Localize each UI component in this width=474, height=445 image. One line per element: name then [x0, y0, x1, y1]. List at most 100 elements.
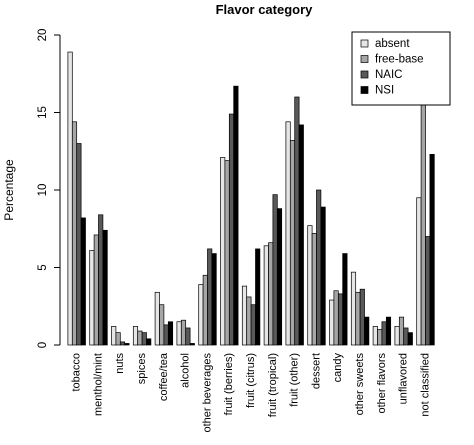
bar	[80, 217, 86, 346]
bar	[398, 316, 405, 346]
y-tick-label: 0	[37, 342, 49, 348]
category-label: alcohol	[180, 353, 192, 388]
bar	[403, 327, 409, 346]
bar	[137, 330, 143, 346]
category-label: other sweets	[354, 353, 366, 416]
bar	[285, 121, 291, 346]
bar	[163, 324, 169, 346]
bar	[272, 194, 278, 346]
bars-group	[67, 51, 435, 346]
bar	[76, 143, 82, 346]
bar	[276, 208, 283, 346]
y-tick-label: 5	[37, 264, 49, 270]
bar	[359, 288, 365, 346]
bar	[289, 140, 296, 346]
bar	[71, 121, 78, 346]
category-labels: tobacco menthol/mint nuts spices coffee/tea a…	[71, 352, 432, 432]
bar	[202, 274, 208, 346]
bar	[111, 326, 117, 346]
chart-title: Flavor category	[216, 2, 314, 17]
bar	[167, 321, 174, 346]
bar	[207, 248, 213, 346]
bar	[89, 250, 95, 346]
bar	[132, 326, 139, 346]
bar	[350, 271, 357, 346]
y-tick-label: 20	[37, 29, 49, 42]
bar	[425, 236, 431, 346]
bar	[385, 316, 392, 346]
bar	[176, 321, 182, 346]
bar	[189, 343, 195, 346]
bar	[307, 225, 313, 346]
bar	[420, 84, 426, 346]
bar	[93, 234, 99, 346]
bar	[329, 299, 335, 346]
legend-label: NAIC	[375, 69, 402, 81]
y-axis: 0 5 10 15 20	[37, 29, 61, 348]
y-axis-label: Percentage	[2, 159, 16, 221]
bar	[294, 96, 300, 346]
bar	[333, 290, 339, 346]
category-label: spices	[136, 353, 148, 385]
bar	[381, 321, 387, 346]
category-label: dessert	[310, 353, 322, 389]
category-label: other flavors	[376, 353, 388, 414]
bar	[377, 329, 383, 346]
category-label: candy	[332, 353, 344, 383]
bar	[154, 291, 160, 346]
bar	[250, 304, 256, 346]
bar	[429, 154, 435, 346]
bar	[342, 253, 348, 346]
bar	[268, 242, 274, 346]
bar	[220, 157, 226, 346]
bar	[311, 233, 317, 346]
bar	[98, 214, 104, 346]
bar	[233, 85, 239, 346]
bar	[159, 304, 165, 346]
bar	[316, 189, 322, 346]
bar	[364, 316, 370, 346]
bar	[224, 160, 230, 346]
bar	[372, 326, 378, 346]
y-tick-label: 10	[37, 184, 49, 197]
bar	[355, 291, 361, 346]
category-label: nuts	[114, 353, 126, 374]
legend-label: free-base	[375, 54, 424, 66]
legend-swatch	[360, 55, 369, 63]
bar	[146, 338, 152, 346]
bar	[185, 327, 191, 346]
bar	[241, 285, 248, 346]
category-label: not classified	[419, 353, 431, 417]
bar	[394, 326, 400, 346]
bar	[141, 332, 147, 346]
category-label: menthol/mint	[92, 353, 104, 416]
category-label: fruit (other)	[289, 353, 301, 407]
category-label: fruit (citrus)	[245, 353, 257, 408]
bar	[298, 124, 304, 346]
bar	[180, 319, 187, 346]
bar	[198, 284, 204, 346]
category-label: unflavored	[398, 353, 410, 404]
bar	[263, 245, 269, 346]
y-tick-label: 15	[37, 106, 49, 119]
legend-label: absent	[375, 38, 410, 50]
bar	[115, 332, 121, 346]
bar	[320, 206, 326, 346]
bar	[255, 248, 261, 346]
legend-swatch	[360, 86, 369, 94]
bar	[102, 229, 108, 346]
bar	[67, 51, 73, 346]
legend-label: NSI	[375, 85, 394, 97]
bar	[228, 113, 235, 346]
legend-swatch	[360, 70, 369, 79]
category-label: tobacco	[71, 353, 83, 392]
legend: absent free-base NAIC NSI	[351, 31, 451, 106]
bar	[416, 197, 422, 346]
bar	[124, 343, 130, 346]
bar	[246, 296, 252, 346]
category-label: fruit (berries)	[223, 353, 235, 415]
bar	[211, 253, 217, 346]
bar	[407, 332, 413, 346]
bar	[337, 293, 344, 346]
